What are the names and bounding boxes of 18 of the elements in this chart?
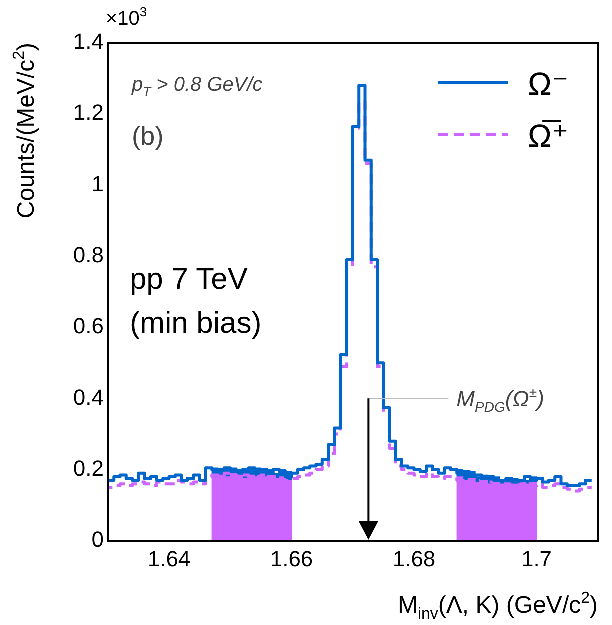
y-tick-label: 0.8 — [73, 242, 104, 268]
y-tick-label: 1.4 — [73, 29, 104, 54]
y-tick-label: 0.2 — [73, 456, 104, 481]
y-tick-label: 1 — [92, 171, 104, 196]
x-tick-label: 1.64 — [148, 546, 191, 572]
y-tick-label: 0.6 — [73, 314, 104, 339]
x-tick-label: 1.66 — [270, 546, 314, 572]
y-tick-label: 1.2 — [73, 100, 104, 126]
x-tick-label: 1.68 — [392, 546, 436, 572]
y-axis-title: Counts/(MeV/c2) — [10, 42, 40, 219]
annotation: pp 7 TeV — [130, 263, 248, 296]
legend-label: Ω⁻ — [528, 66, 569, 102]
annotation: (b) — [132, 121, 164, 151]
x-tick-label: 1.7 — [521, 546, 552, 572]
legend-label: Ω̅⁺ — [528, 118, 569, 154]
annotation: (min bias) — [130, 307, 262, 340]
y-tick-label: 0.4 — [73, 384, 104, 410]
y-tick-label: 0 — [92, 527, 104, 552]
